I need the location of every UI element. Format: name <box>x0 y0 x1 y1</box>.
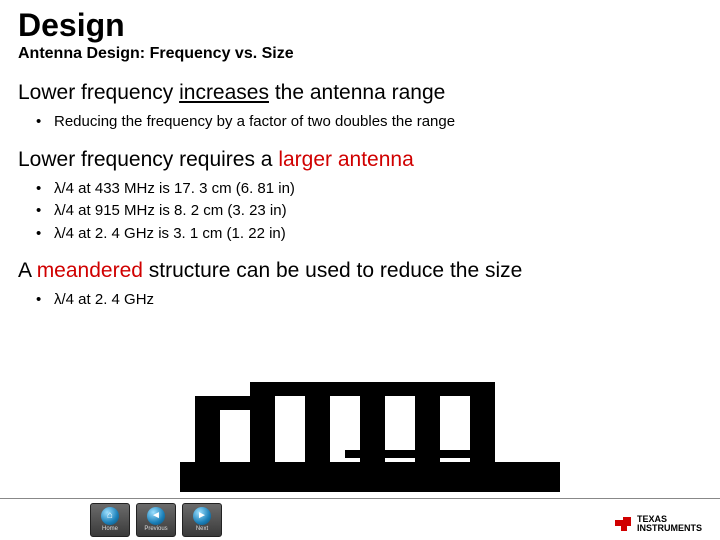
slide-subtitle: Antenna Design: Frequency vs. Size <box>18 45 702 63</box>
heading-3: A meandered structure can be used to red… <box>18 259 702 283</box>
heading-2-emph: larger antenna <box>278 148 413 171</box>
list-item: λ/4 at 433 MHz is 17. 3 cm (6. 81 in) <box>36 178 702 201</box>
arrow-right-icon: ► <box>193 507 211 525</box>
arrow-left-icon: ◄ <box>147 507 165 525</box>
previous-label: Previous <box>144 526 167 532</box>
heading-2: Lower frequency requires a larger antenn… <box>18 148 702 172</box>
slide-title: Design <box>18 8 702 43</box>
list-item: λ/4 at 2. 4 GHz is 3. 1 cm (1. 22 in) <box>36 223 702 246</box>
home-icon: ⌂ <box>101 507 119 525</box>
meandered-antenna-diagram <box>180 380 560 500</box>
heading-3-emph: meandered <box>37 259 143 282</box>
ti-logo-line2: INSTRUMENTS <box>637 524 702 533</box>
ti-logo: TEXAS INSTRUMENTS <box>613 514 702 534</box>
bullets-2: λ/4 at 433 MHz is 17. 3 cm (6. 81 in) λ/… <box>18 178 702 246</box>
list-item: λ/4 at 915 MHz is 8. 2 cm (3. 23 in) <box>36 200 702 223</box>
heading-1-pre: Lower frequency <box>18 81 179 104</box>
home-label: Home <box>102 526 118 532</box>
next-label: Next <box>196 526 208 532</box>
heading-1-emph: increases <box>179 81 269 104</box>
nav-button-group: ⌂ Home ◄ Previous ► Next <box>90 503 222 537</box>
home-button[interactable]: ⌂ Home <box>90 503 130 537</box>
ti-logo-text: TEXAS INSTRUMENTS <box>637 515 702 533</box>
heading-2-pre: Lower frequency requires a <box>18 148 278 171</box>
heading-1-post: the antenna range <box>269 81 445 104</box>
list-item: λ/4 at 2. 4 GHz <box>36 289 702 312</box>
heading-3-post: structure can be used to reduce the size <box>143 259 522 282</box>
list-item: Reducing the frequency by a factor of tw… <box>36 111 702 134</box>
previous-button[interactable]: ◄ Previous <box>136 503 176 537</box>
bullets-1: Reducing the frequency by a factor of tw… <box>18 111 702 134</box>
next-button[interactable]: ► Next <box>182 503 222 537</box>
ti-logo-icon <box>613 514 633 534</box>
bullets-3: λ/4 at 2. 4 GHz <box>18 289 702 312</box>
heading-3-pre: A <box>18 259 37 282</box>
heading-1: Lower frequency increases the antenna ra… <box>18 81 702 105</box>
footer-bar: ⌂ Home ◄ Previous ► Next TEXAS INSTRUMEN… <box>0 498 720 540</box>
